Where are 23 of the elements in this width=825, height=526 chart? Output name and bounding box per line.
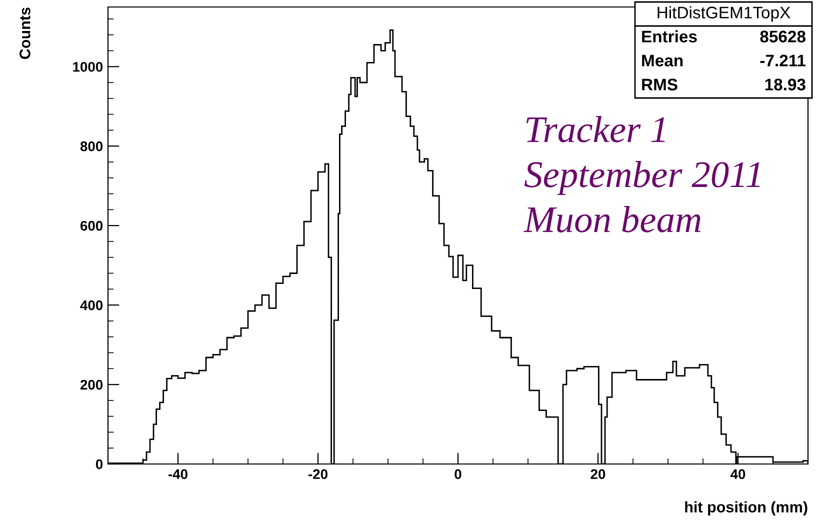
x-tick-label: -40 [168,469,188,480]
annotation: -7.211 [760,54,806,66]
x-tick-label: 40 [730,469,746,480]
y-tick-label: 800 [80,141,103,152]
x-axis-title: hit position (mm) [685,501,808,516]
annotation: Tracker 1 [526,116,665,142]
annotation: HitDistGEM1TopX [658,6,790,22]
annotation: Muon beam [524,206,701,232]
annotation: Entries [642,30,697,42]
annotation: Mean [642,54,683,66]
y-tick-label: 0 [96,459,103,470]
annotation: September 2011 [524,160,760,196]
annotation: 18.93 [765,78,806,90]
x-tick-label: -20 [308,469,328,480]
y-tick-label: 600 [80,220,103,231]
y-axis-title: Counts [20,8,30,59]
x-tick-label: 0 [454,469,462,480]
y-tick-label: 200 [80,380,103,390]
annotation: 85628 [760,30,806,42]
annotation: RMS [642,78,678,90]
y-tick-label: 400 [80,300,103,310]
x-tick-label: 20 [590,469,606,480]
y-tick-label: 1000 [73,62,103,72]
